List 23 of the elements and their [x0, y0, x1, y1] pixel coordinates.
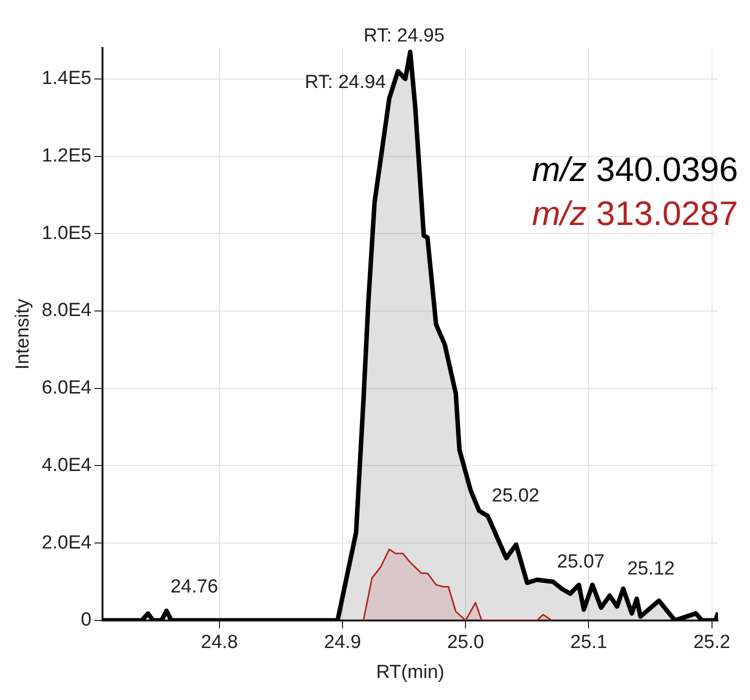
y-tick-label: 8.0E4 [42, 300, 92, 322]
x-tick-label: 25.1 [570, 632, 608, 654]
y-tick-label: 2.0E4 [42, 532, 92, 554]
y-tick-label: 1.0E5 [42, 222, 92, 244]
annotation: 25.07 [557, 551, 605, 572]
annotation: RT: 24.94 [304, 72, 386, 94]
y-tick-label: 6.0E4 [42, 378, 92, 399]
y-tick-label: 0 [80, 610, 92, 631]
x-axis-title: RT(min) [376, 662, 444, 683]
x-tick-label: 24.9 [324, 632, 362, 654]
x-tick-label: 25.2 [693, 632, 730, 654]
y-tick-label: 1.2E5 [42, 146, 92, 167]
x-tick-label: 25.0 [447, 632, 484, 654]
annotation: 25.12 [627, 558, 675, 580]
annotation: 25.02 [492, 486, 540, 507]
y-axis-title: Intensity [12, 298, 34, 370]
annotation: 24.76 [170, 576, 218, 598]
y-tick-label: 1.4E5 [42, 68, 92, 90]
text: m/z 340.0396 [532, 150, 738, 191]
text: m/z 313.0287 [532, 194, 738, 235]
y-tick-label: 4.0E4 [42, 454, 92, 476]
x-tick-label: 24.8 [200, 632, 238, 654]
annotation: RT: 24.95 [364, 26, 445, 47]
